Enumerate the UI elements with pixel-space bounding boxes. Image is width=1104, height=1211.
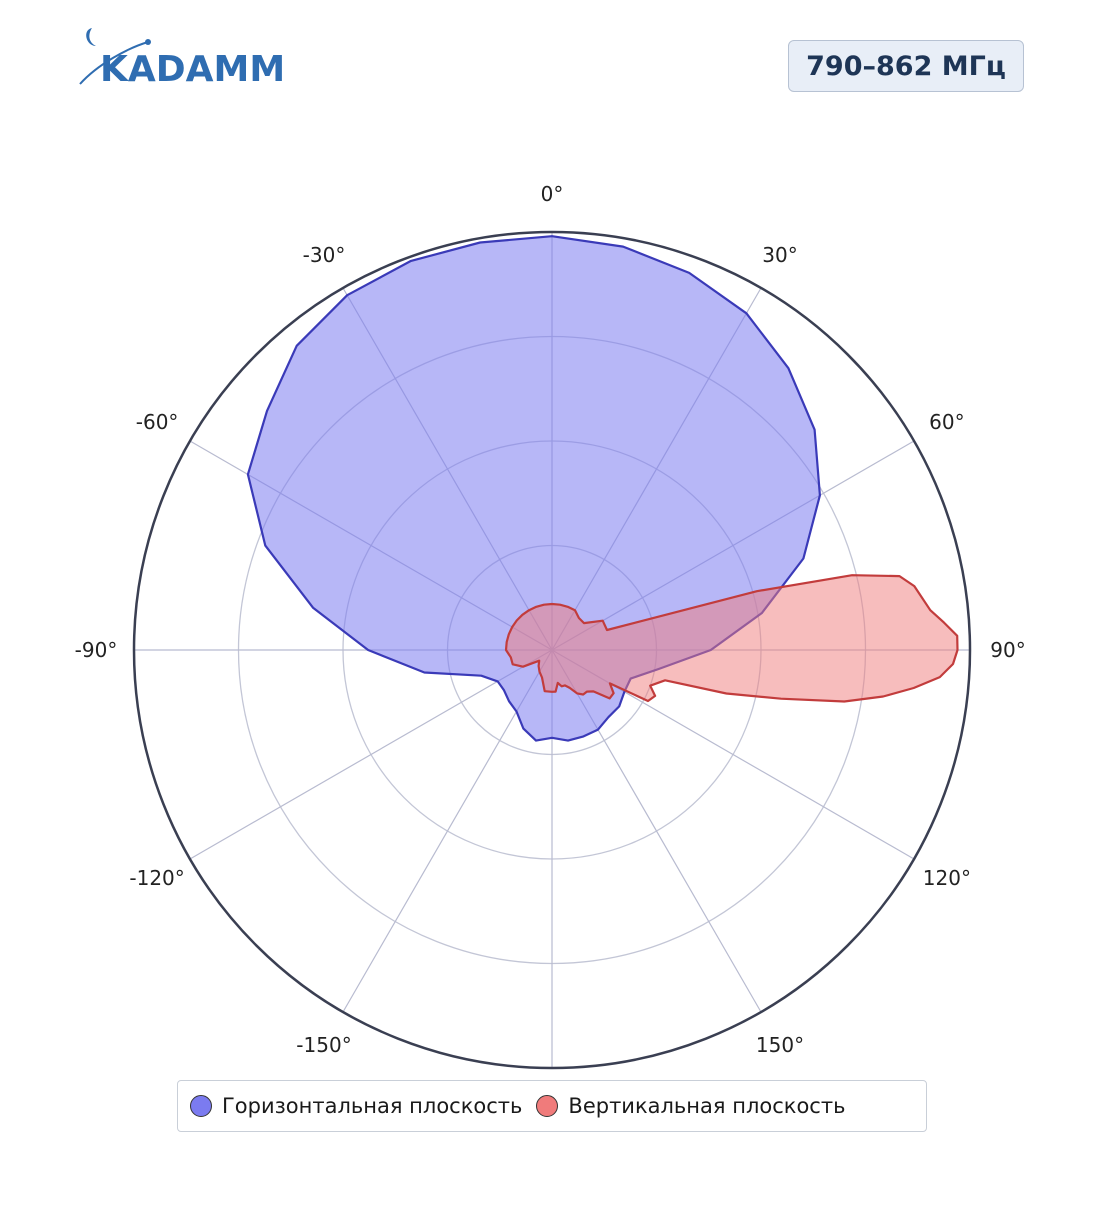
angular-ticks: 0° 30° 60° 90° 120° 150° -150° -120° -90° -60° -30…	[75, 182, 1026, 1057]
logo-wordmark: KADAMM	[100, 49, 286, 90]
angular-gridline-240	[189, 649, 553, 860]
legend-swatch-horizontal	[190, 1095, 212, 1117]
legend-label-horizontal: Горизонтальная плоскость	[222, 1094, 523, 1118]
angular-tick-label: 30°	[762, 243, 797, 267]
outer-ring	[132, 230, 972, 1070]
angular-tick-label: 120°	[923, 866, 971, 890]
angular-tick-label: -150°	[296, 1033, 351, 1057]
logo-mark-icon	[79, 28, 151, 85]
angular-tick-label: -60°	[136, 410, 179, 434]
angular-tick-label: 150°	[756, 1033, 804, 1057]
frequency-label: 790–862 МГц	[806, 50, 1006, 82]
legend: Горизонтальная плоскость Вертикальная пл…	[177, 1080, 927, 1132]
series-area-1	[504, 574, 959, 703]
legend-item-vertical[interactable]: Вертикальная плоскость	[536, 1094, 845, 1118]
legend-label-vertical: Вертикальная плоскость	[568, 1094, 846, 1118]
legend-swatch-vertical	[536, 1095, 559, 1117]
frequency-badge: 790–862 МГц	[788, 40, 1024, 92]
series-layer	[246, 235, 959, 742]
angular-tick-label: 0°	[541, 182, 564, 206]
angular-tick-label: -120°	[129, 866, 184, 890]
angular-tick-label: 60°	[929, 410, 964, 434]
kadamm-logo: KADAMM	[78, 26, 293, 92]
legend-item-horizontal[interactable]: Горизонтальная плоскость	[190, 1094, 522, 1118]
angular-tick-label: -30°	[303, 243, 346, 267]
angular-tick-label: -90°	[75, 638, 118, 662]
angular-tick-label: 90°	[990, 638, 1025, 662]
